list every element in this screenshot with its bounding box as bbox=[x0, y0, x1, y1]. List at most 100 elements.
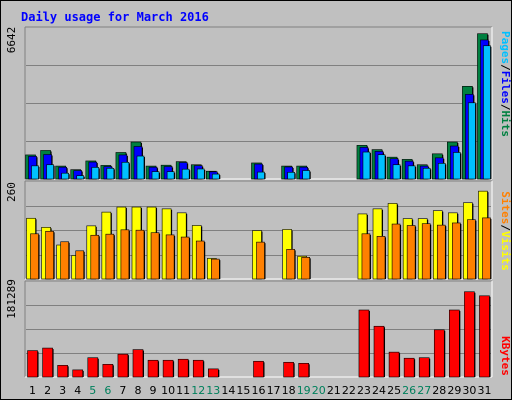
pages-bar-19 bbox=[302, 170, 310, 180]
sites-bar-8 bbox=[135, 229, 145, 280]
x-tick-label-15: 15 bbox=[236, 384, 250, 397]
x-tick-label-27: 27 bbox=[417, 384, 431, 397]
kbytes-bar-1 bbox=[27, 350, 38, 378]
x-tick-label-16: 16 bbox=[252, 384, 266, 397]
x-tick-label-10: 10 bbox=[161, 384, 175, 397]
sites-bar-27 bbox=[421, 223, 431, 280]
sites-bar-5 bbox=[90, 234, 100, 280]
panel-hits-legend-part-1: Pages bbox=[499, 31, 512, 64]
pages-bar-10 bbox=[166, 171, 175, 180]
sites-bar-31 bbox=[482, 217, 491, 280]
panel-visits-legend-part-1: Sites bbox=[499, 191, 512, 224]
kbytes-bar-3 bbox=[57, 365, 68, 378]
sites-bar-1 bbox=[30, 233, 39, 280]
panel-kbytes-ymax-label: 181289 bbox=[5, 279, 18, 319]
pages-bar-12 bbox=[196, 168, 205, 180]
kbytes-bar-8 bbox=[132, 349, 144, 378]
pages-bar-26 bbox=[407, 165, 416, 180]
kbytes-bar-24 bbox=[373, 325, 385, 378]
x-tick-label-11: 11 bbox=[176, 384, 190, 397]
x-tick-label-19: 19 bbox=[297, 384, 311, 397]
sites-bar-12 bbox=[195, 240, 205, 280]
x-tick-label-2: 2 bbox=[44, 384, 51, 397]
sites-bar-26 bbox=[406, 225, 416, 280]
sites-bar-24 bbox=[376, 236, 386, 280]
x-tick-label-30: 30 bbox=[462, 384, 476, 397]
x-tick-label-31: 31 bbox=[477, 384, 491, 397]
pages-bar-11 bbox=[181, 168, 190, 180]
pages-bar-9 bbox=[151, 171, 160, 180]
kbytes-bar-27 bbox=[418, 357, 430, 378]
chart-title: Daily usage for March 2016 bbox=[21, 10, 209, 24]
pages-bar-30 bbox=[468, 102, 476, 180]
sites-bar-29 bbox=[452, 222, 461, 280]
pages-bar-13 bbox=[212, 173, 220, 180]
panel-hits-legend-sep-2: / bbox=[499, 104, 512, 111]
panel-visits-legend-part-2: Visits bbox=[499, 231, 512, 271]
pages-bar-23 bbox=[362, 151, 371, 180]
x-tick-label-18: 18 bbox=[282, 384, 296, 397]
sites-bar-9 bbox=[150, 232, 160, 280]
kbytes-bar-26 bbox=[403, 357, 415, 378]
pages-bar-16 bbox=[257, 171, 265, 180]
pages-bar-2 bbox=[46, 164, 54, 180]
sites-bar-13 bbox=[211, 258, 220, 280]
kbytes-bar-19 bbox=[298, 362, 309, 378]
x-tick-label-4: 4 bbox=[74, 384, 81, 397]
panel-visits-ymax-label: 260 bbox=[5, 182, 18, 202]
pages-bar-24 bbox=[377, 154, 386, 180]
panel-visits-legend: Sites/Visits bbox=[499, 191, 512, 271]
x-tick-label-6: 6 bbox=[104, 384, 111, 397]
panel-kbytes-legend-part-1: KBytes bbox=[499, 336, 512, 376]
kbytes-bar-23 bbox=[358, 309, 370, 378]
x-tick-label-3: 3 bbox=[59, 384, 66, 397]
kbytes-bar-6 bbox=[102, 364, 114, 378]
kbytes-bar-25 bbox=[388, 351, 400, 378]
x-tick-label-23: 23 bbox=[357, 384, 371, 397]
x-tick-label-22: 22 bbox=[342, 384, 356, 397]
kbytes-bar-2 bbox=[42, 347, 53, 378]
sites-bar-10 bbox=[165, 234, 175, 280]
pages-bar-8 bbox=[136, 155, 145, 180]
x-tick-label-20: 20 bbox=[312, 384, 326, 397]
pages-bar-31 bbox=[483, 45, 491, 180]
panel-visits-legend-sep-1: / bbox=[499, 224, 512, 231]
x-tick-label-13: 13 bbox=[206, 384, 220, 397]
x-tick-label-9: 9 bbox=[150, 384, 157, 397]
sites-bar-25 bbox=[391, 223, 401, 280]
kbytes-bar-31 bbox=[479, 295, 490, 378]
pages-bar-5 bbox=[91, 167, 100, 180]
x-tick-label-25: 25 bbox=[387, 384, 401, 397]
pages-bar-27 bbox=[422, 168, 431, 180]
x-tick-label-5: 5 bbox=[89, 384, 96, 397]
kbytes-bar-11 bbox=[177, 358, 189, 378]
pages-bar-29 bbox=[453, 152, 461, 180]
sites-bar-19 bbox=[301, 257, 310, 280]
panel-hits-legend: Pages/Files/Hits bbox=[499, 31, 512, 137]
kbytes-bar-12 bbox=[192, 359, 204, 378]
pages-bar-25 bbox=[392, 164, 401, 180]
sites-bar-16 bbox=[256, 241, 265, 280]
sites-bar-4 bbox=[75, 250, 85, 280]
x-tick-label-29: 29 bbox=[447, 384, 461, 397]
kbytes-bar-5 bbox=[87, 357, 99, 378]
kbytes-bar-10 bbox=[162, 359, 174, 378]
sites-bar-23 bbox=[361, 233, 371, 280]
kbytes-bar-28 bbox=[433, 329, 445, 378]
x-tick-label-14: 14 bbox=[221, 384, 235, 397]
panel-hits-ymax-label: 6642 bbox=[5, 27, 18, 54]
x-tick-label-28: 28 bbox=[432, 384, 446, 397]
sites-bar-2 bbox=[45, 230, 54, 280]
sites-bar-18 bbox=[286, 249, 295, 280]
pages-bar-4 bbox=[76, 175, 85, 180]
sites-bar-6 bbox=[105, 233, 115, 280]
pages-bar-1 bbox=[31, 165, 39, 180]
kbytes-bar-13 bbox=[208, 368, 219, 378]
sites-bar-30 bbox=[467, 219, 476, 280]
x-tick-label-12: 12 bbox=[191, 384, 205, 397]
panel-hits-legend-part-2: Files bbox=[499, 71, 512, 104]
pages-bar-6 bbox=[106, 168, 115, 180]
x-tick-label-26: 26 bbox=[402, 384, 416, 397]
x-tick-label-24: 24 bbox=[372, 384, 386, 397]
